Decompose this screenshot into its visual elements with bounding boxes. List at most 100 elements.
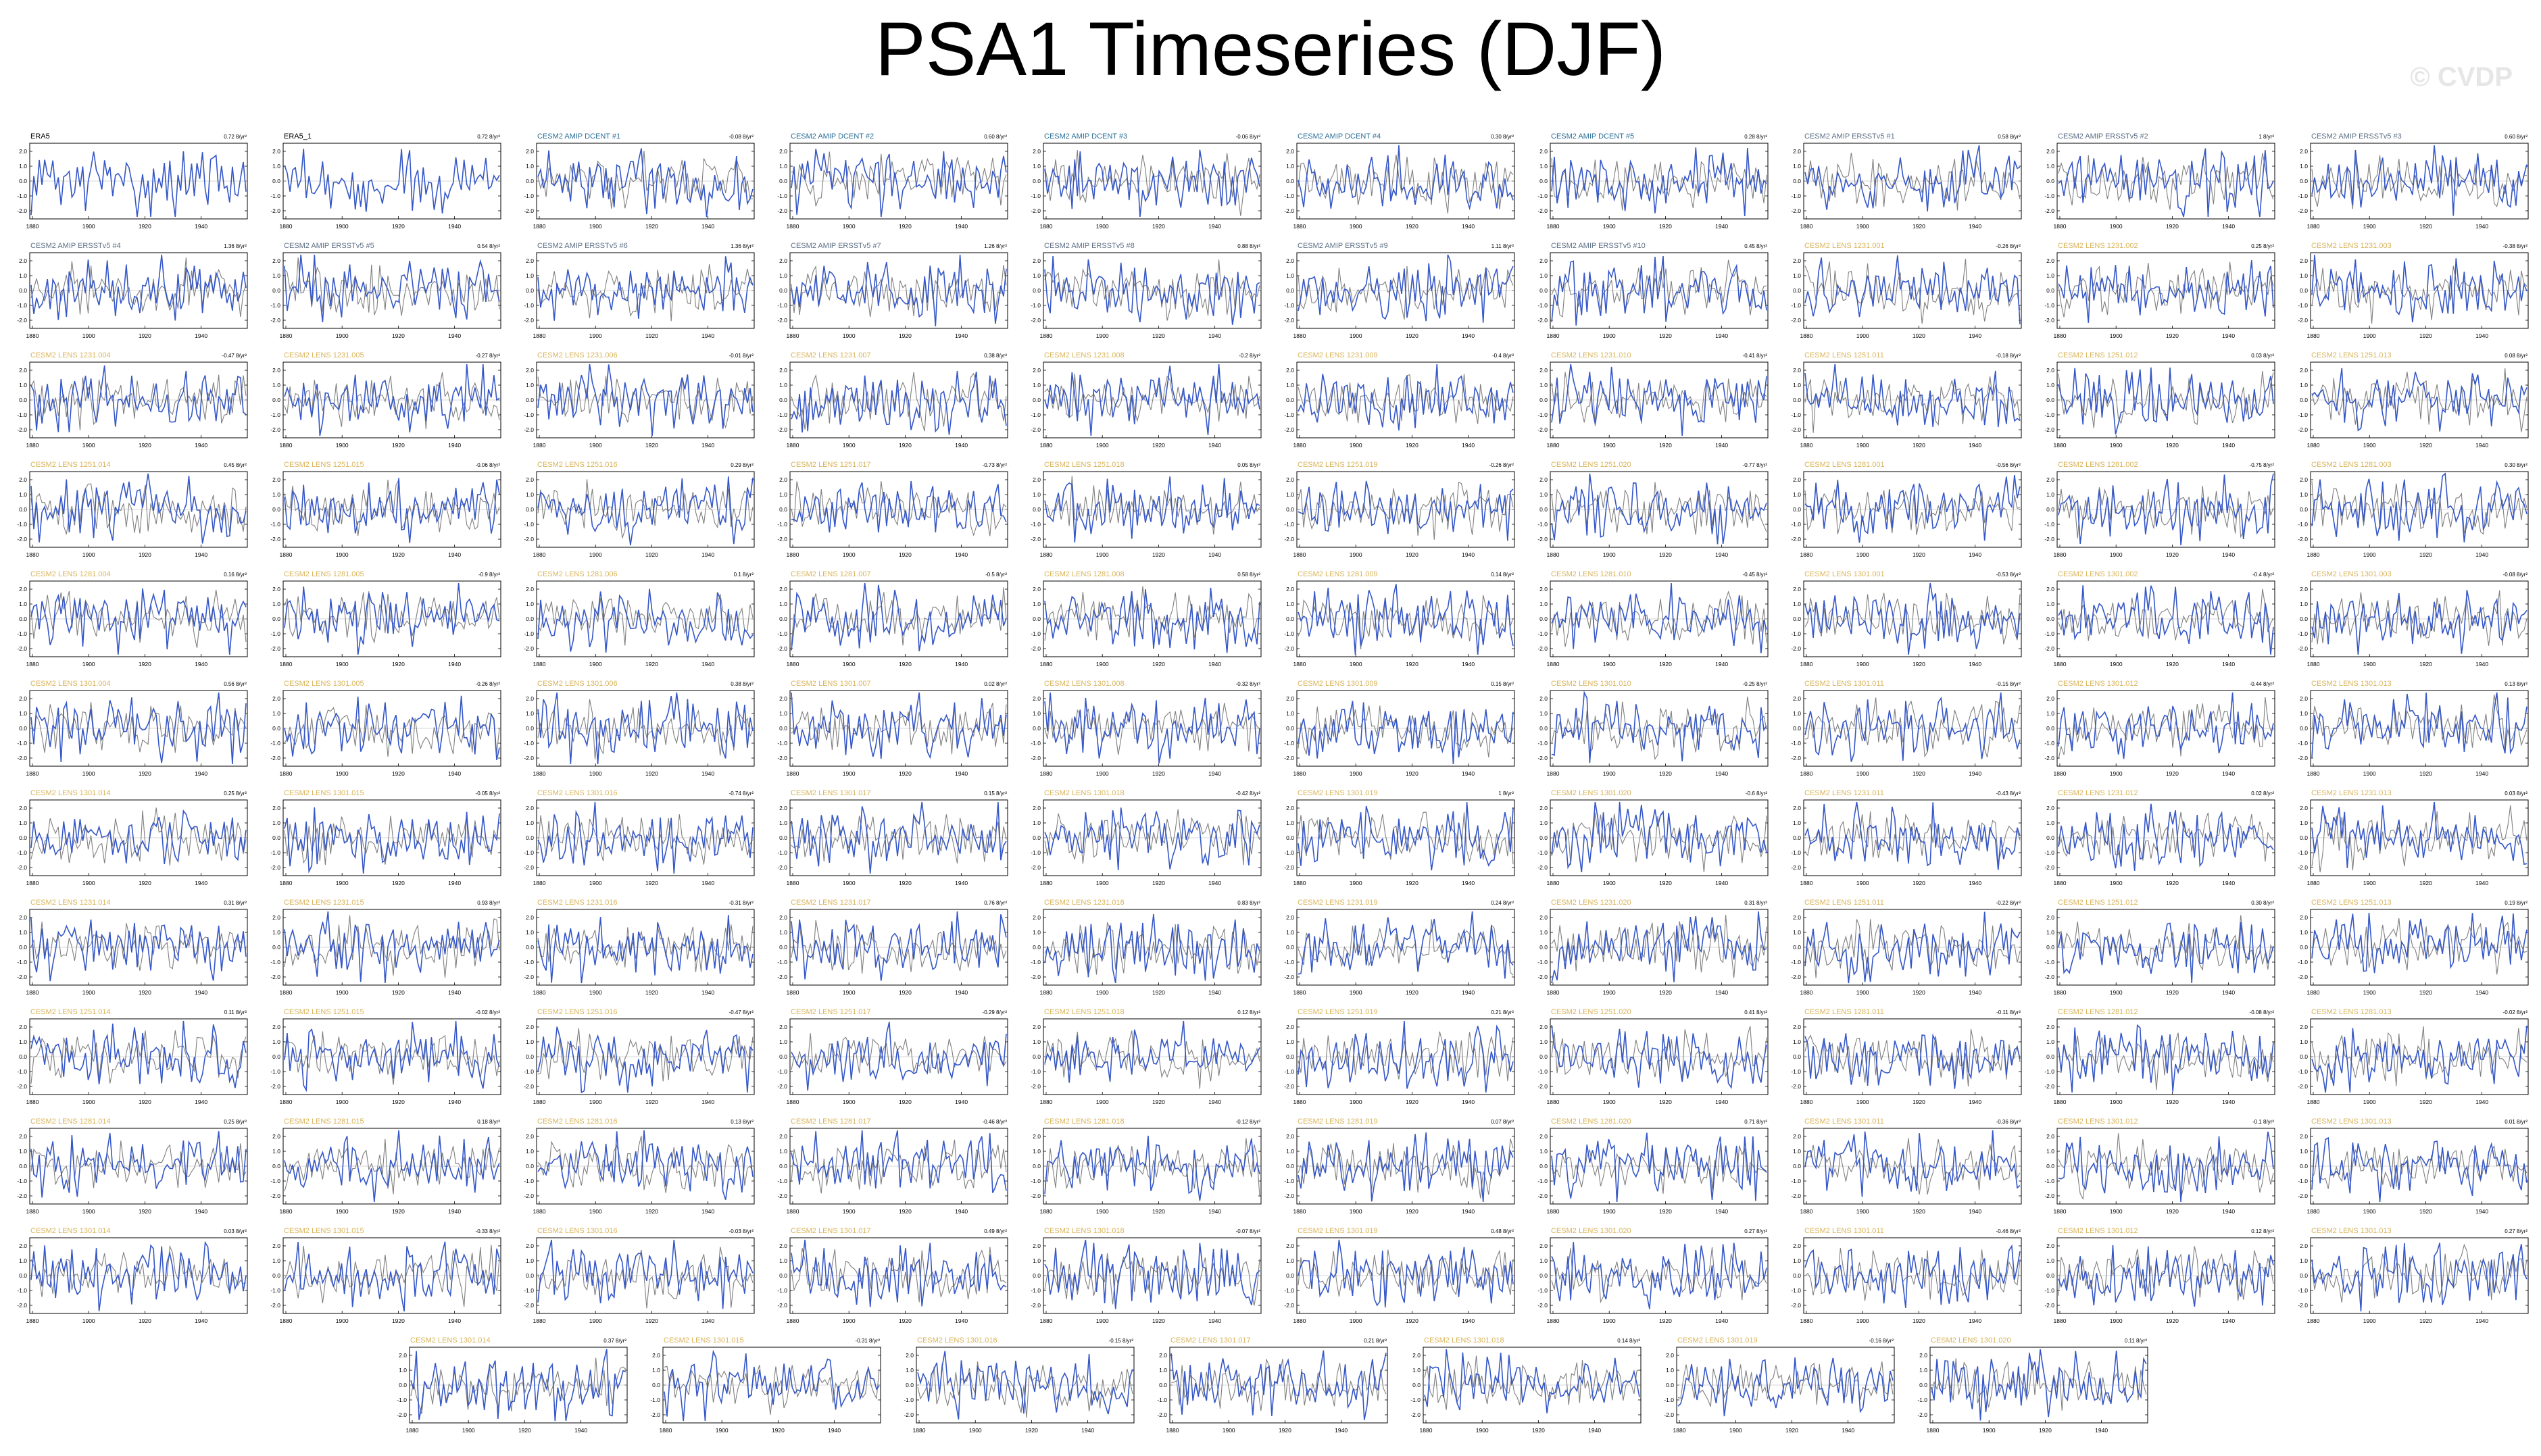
panel-72: CESM2 LENS 1231.015 0.93 8/yr²2.01.00.0-1…: [270, 899, 501, 996]
y-tick-label: 2.0: [1793, 1242, 1801, 1249]
y-tick-label: 0.0: [779, 287, 787, 294]
x-tick-label: 1880: [1293, 880, 1306, 886]
x-tick-label: 1880: [26, 442, 39, 449]
observed-series-line: [1551, 591, 1767, 647]
observed-series-line: [1551, 915, 1767, 978]
panel-104: CESM2 LENS 1301.017 0.49 8/yr²2.01.00.0-1…: [777, 1227, 1008, 1324]
y-tick-label: -1.0: [1791, 849, 1801, 856]
panel-43: CESM2 LENS 1281.006 0.1 8/yr²2.01.00.0-1.…: [524, 570, 755, 668]
panel-trend: 0.83 8/yr²: [1237, 900, 1260, 906]
x-tick-label: 1920: [392, 442, 405, 449]
x-tick-label: 1880: [2307, 989, 2320, 996]
model-series-line: [1551, 582, 1767, 653]
y-tick-label: 2.0: [1033, 695, 1041, 702]
model-series-line: [1044, 363, 1260, 436]
y-tick-label: 0.0: [1793, 397, 1801, 403]
observed-series-line: [1804, 1028, 2021, 1087]
panel-title: CESM2 LENS 1251.014: [30, 1008, 111, 1016]
x-tick-label: 1880: [1800, 1208, 1813, 1215]
panel-71: CESM2 LENS 1231.014 0.31 8/yr²2.01.00.0-1…: [17, 899, 248, 996]
panel-21: CESM2 LENS 1231.004 -0.47 8/yr²2.01.00.0-…: [17, 351, 248, 449]
model-series-line: [537, 915, 754, 984]
model-series-line: [1044, 587, 1260, 653]
x-tick-label: 1900: [589, 1317, 602, 1324]
x-tick-label: 1900: [1603, 661, 1616, 668]
x-tick-label: 1940: [828, 1427, 841, 1434]
y-tick-label: 2.0: [1033, 805, 1041, 811]
x-tick-label: 1900: [82, 770, 95, 777]
x-tick-label: 1900: [1096, 880, 1109, 886]
observed-series-line: [1044, 374, 1260, 422]
y-tick-label: 0.0: [19, 397, 27, 403]
y-tick-label: -2.0: [270, 536, 280, 543]
y-tick-label: -1.0: [2044, 959, 2054, 965]
x-tick-label: 1940: [1588, 1427, 1601, 1434]
x-tick-label: 1880: [1547, 661, 1560, 668]
observed-series-line: [2058, 153, 2274, 210]
observed-series-line: [537, 376, 754, 429]
x-tick-label: 1880: [1547, 223, 1560, 230]
panel-67: CESM2 LENS 1301.020 -0.6 8/yr²2.01.00.0-1…: [1537, 789, 1769, 886]
y-tick-label: 0.0: [272, 944, 280, 951]
x-tick-label: 1920: [1913, 770, 1925, 777]
x-tick-label: 1900: [336, 332, 349, 339]
panel-title: CESM2 LENS 1251.017: [791, 1008, 871, 1016]
x-tick-label: 1880: [1547, 770, 1560, 777]
y-tick-label: 1.0: [2046, 272, 2054, 279]
y-tick-label: -2.0: [2044, 1302, 2054, 1309]
y-tick-label: -1.0: [1537, 1068, 1548, 1075]
x-tick-label: 1940: [1715, 223, 1728, 230]
x-tick-label: 1920: [392, 551, 405, 558]
panel-trend: 1.36 8/yr²: [224, 243, 247, 249]
panel-trend: 0.30 8/yr²: [2251, 900, 2274, 906]
model-series-line: [1551, 147, 1767, 217]
y-tick-label: -2.0: [1537, 974, 1548, 980]
y-tick-label: -2.0: [524, 1083, 534, 1090]
observed-series-line: [2058, 1246, 2274, 1301]
x-tick-label: 1900: [1096, 223, 1109, 230]
model-series-line: [2311, 1136, 2527, 1203]
x-tick-label: 1920: [645, 551, 658, 558]
panel-109: CESM2 LENS 1301.012 0.12 8/yr²2.01.00.0-1…: [2044, 1227, 2275, 1324]
panel-trend: -0.38 8/yr²: [2503, 243, 2528, 249]
panel-trend: 0.05 8/yr²: [1237, 462, 1260, 468]
y-tick-label: 1.0: [2046, 163, 2054, 170]
y-tick-label: 1.0: [526, 820, 534, 826]
panel-title: CESM2 LENS 1251.016: [537, 1008, 618, 1016]
y-tick-label: -2.0: [2044, 755, 2054, 761]
y-tick-label: 2.0: [1539, 367, 1548, 374]
y-tick-label: 2.0: [2300, 805, 2308, 811]
y-tick-label: 2.0: [2046, 586, 2054, 593]
x-tick-label: 1880: [280, 1208, 293, 1215]
x-tick-label: 1880: [2307, 880, 2320, 886]
y-tick-label: 0.0: [1286, 506, 1294, 513]
y-tick-label: 2.0: [1539, 914, 1548, 921]
panel-title: CESM2 LENS 1301.007: [791, 680, 871, 688]
y-tick-label: 1.0: [2300, 163, 2308, 170]
y-tick-label: 2.0: [1793, 1024, 1801, 1030]
y-tick-label: 0.0: [526, 616, 534, 622]
panel-trend: 1 8/yr²: [2259, 134, 2274, 140]
panel-30: CESM2 LENS 1251.013 0.08 8/yr²2.01.00.0-1…: [2298, 351, 2529, 449]
y-tick-label: 1.0: [1286, 491, 1294, 498]
y-tick-label: 2.0: [1033, 1133, 1041, 1140]
panel-trend: -0.4 8/yr²: [1492, 353, 1514, 359]
y-tick-label: -1.0: [1791, 630, 1801, 637]
y-tick-label: 1.0: [1033, 820, 1041, 826]
x-tick-label: 1880: [2307, 1208, 2320, 1215]
x-tick-label: 1880: [1040, 1099, 1053, 1105]
x-tick-label: 1880: [1040, 442, 1053, 449]
x-tick-label: 1900: [82, 442, 95, 449]
x-tick-label: 1920: [645, 223, 658, 230]
model-series-line: [2311, 368, 2527, 432]
x-tick-label: 1940: [448, 880, 461, 886]
y-tick-label: 2.0: [1539, 586, 1548, 593]
y-tick-label: -2.0: [777, 536, 787, 543]
y-tick-label: -1.0: [2298, 1287, 2308, 1294]
y-tick-label: 1.0: [19, 382, 27, 388]
y-tick-label: 0.0: [2046, 616, 2054, 622]
y-tick-label: 2.0: [779, 367, 787, 374]
panel-title: CESM2 LENS 1301.019: [1677, 1336, 1758, 1345]
x-tick-label: 1940: [448, 551, 461, 558]
y-tick-label: 1.0: [2300, 1038, 2308, 1045]
